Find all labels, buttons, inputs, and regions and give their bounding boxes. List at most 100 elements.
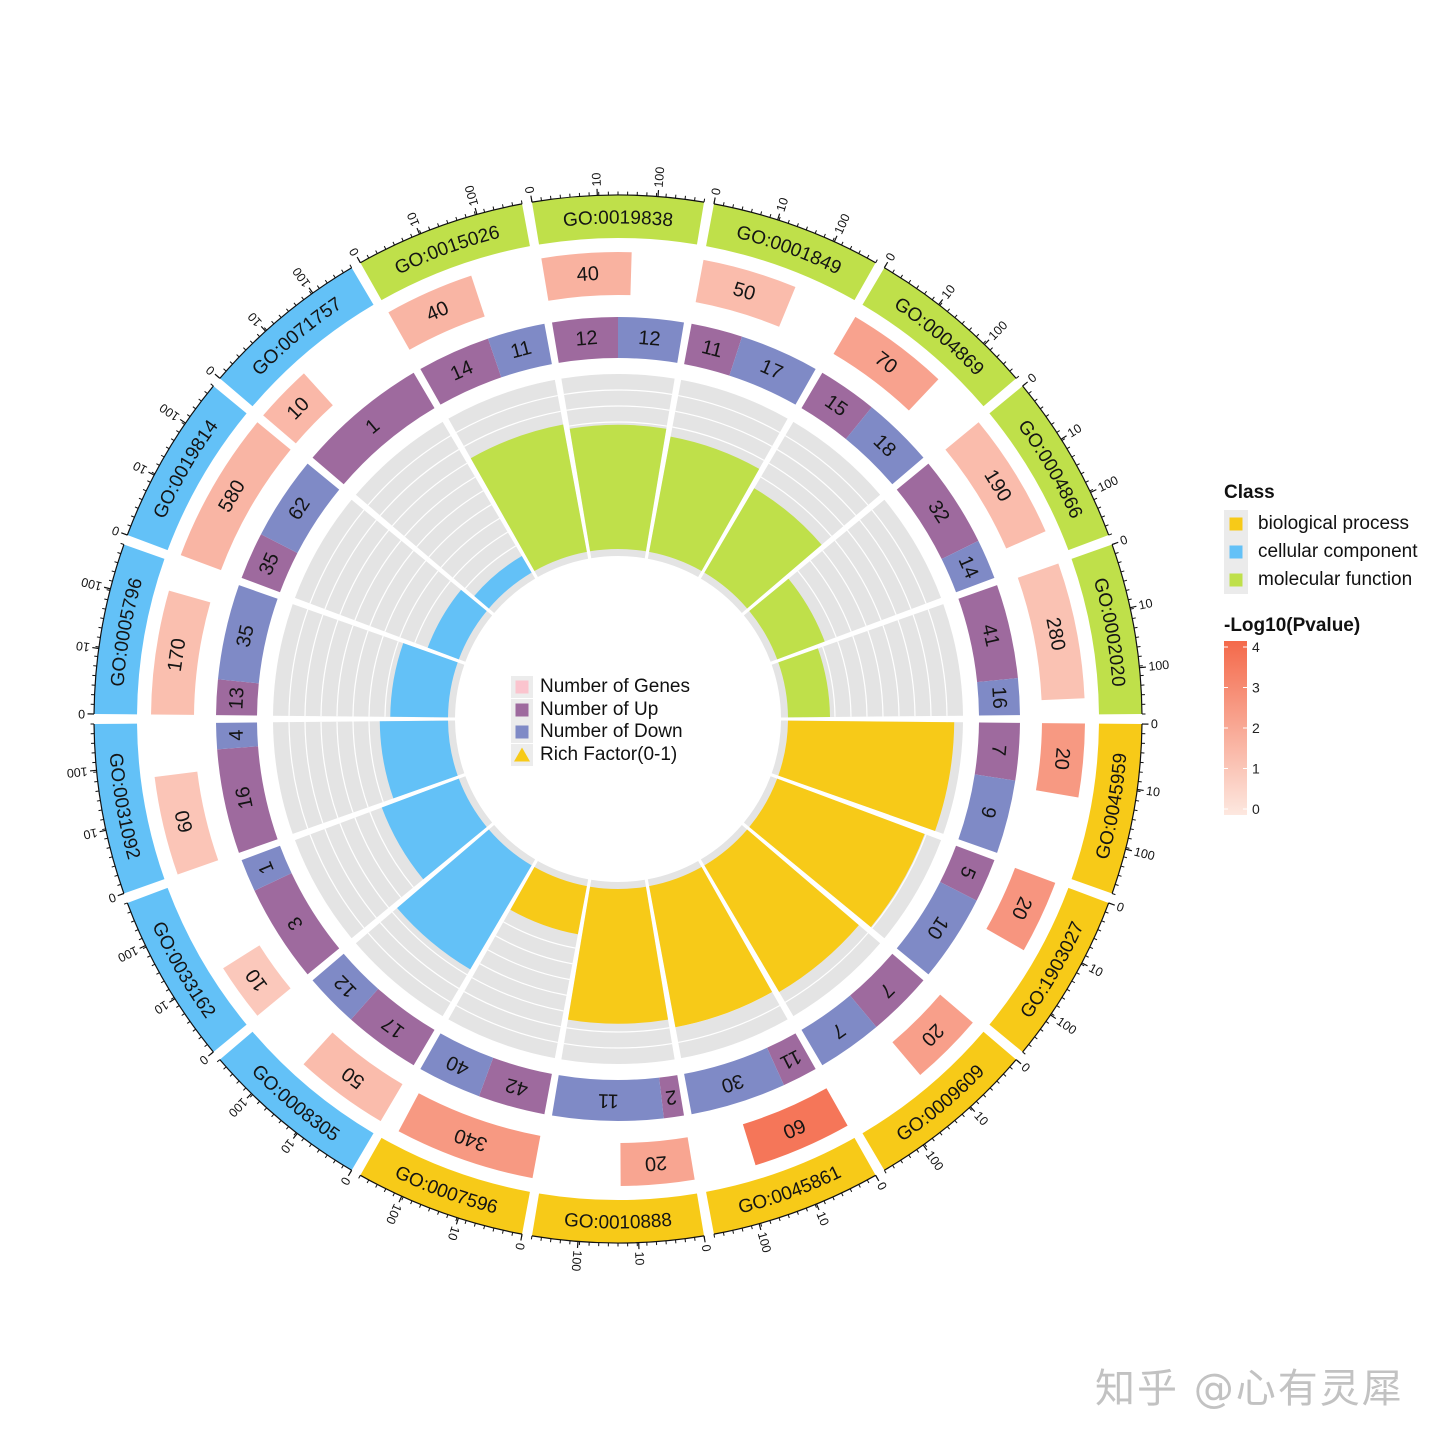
minor-tick	[170, 438, 175, 441]
major-tick	[99, 829, 107, 833]
rich-factor-bar	[569, 424, 667, 552]
minor-tick	[111, 865, 116, 868]
class-legend: Class biological process cellular compon…	[1224, 480, 1417, 594]
axis-tick-label: 10	[152, 998, 171, 1017]
minor-tick	[210, 383, 214, 387]
minor-tick	[392, 1192, 395, 1197]
minor-tick	[1080, 963, 1085, 967]
minor-tick	[1105, 524, 1109, 527]
down-count-label: 4	[226, 729, 248, 741]
major-tick	[398, 1196, 403, 1203]
major-tick	[1139, 666, 1147, 669]
axis-line	[219, 1059, 352, 1171]
major-tick	[308, 287, 314, 294]
grid-line	[379, 922, 460, 990]
up-count-segment	[217, 746, 278, 853]
axis-tick-label: 10	[75, 638, 91, 654]
grid-line	[320, 721, 339, 819]
minor-tick	[1133, 626, 1138, 629]
grid-line	[367, 435, 452, 506]
minor-tick	[511, 202, 514, 206]
grid-line	[882, 625, 900, 717]
grid-line	[897, 619, 916, 717]
major-tick	[103, 586, 111, 590]
axis-tick-label: 100	[569, 1250, 585, 1272]
up-count-segment	[420, 338, 502, 405]
axis-tick-label: 0	[512, 1242, 527, 1251]
gene-count-label: 20	[644, 1151, 668, 1175]
minor-tick	[892, 1165, 895, 1169]
minor-tick	[916, 285, 920, 289]
go-term-band	[360, 203, 530, 301]
minor-tick	[419, 230, 422, 234]
grid-line	[867, 630, 884, 717]
grid-line	[871, 834, 927, 929]
rich-factor-bar	[390, 643, 458, 718]
minor-tick	[366, 254, 370, 259]
minor-tick	[858, 250, 861, 254]
grid-line	[678, 394, 781, 434]
axis-tick-label: 0	[709, 187, 724, 196]
major-tick	[260, 325, 267, 332]
minor-tick	[181, 422, 185, 425]
minor-tick	[1130, 607, 1134, 610]
minor-tick	[1133, 809, 1138, 812]
legend-label: Number of Genes	[540, 676, 690, 698]
minor-tick	[805, 226, 808, 231]
minor-tick	[324, 1154, 328, 1159]
axis-tick-label: 0	[1151, 717, 1158, 731]
up-count-segment	[216, 679, 259, 716]
minor-tick	[732, 1230, 735, 1234]
minor-tick	[976, 1100, 980, 1105]
axis-tick-label: 0	[1115, 900, 1126, 916]
minor-tick	[104, 837, 108, 840]
minor-tick	[796, 223, 799, 227]
up-count-segment	[659, 1075, 684, 1119]
minor-tick	[341, 269, 344, 273]
major-tick	[117, 892, 125, 897]
gene-count-box	[1035, 723, 1085, 798]
down-count-segment	[261, 463, 340, 554]
axis-tick-label: 100	[832, 212, 853, 237]
minor-tick	[1093, 497, 1098, 501]
minor-tick	[1003, 1073, 1007, 1077]
major-tick	[1108, 902, 1115, 906]
go-term-band	[989, 887, 1109, 1052]
pvalue-legend-title: -Log10(Pvalue)	[1224, 615, 1361, 636]
go-term-band	[94, 723, 165, 894]
go-term-label-path: GO:0010888	[563, 1210, 673, 1234]
minor-tick	[437, 223, 440, 227]
minor-tick	[996, 1080, 1000, 1084]
grid-line	[837, 641, 852, 717]
minor-tick	[106, 847, 111, 849]
minor-tick	[375, 1184, 378, 1188]
axis-line	[126, 902, 214, 1053]
minor-tick	[130, 920, 135, 923]
grid-line	[912, 614, 932, 717]
minor-tick	[924, 290, 927, 295]
minor-tick	[1045, 414, 1050, 417]
minor-tick	[271, 320, 275, 325]
up-count-segment	[552, 317, 618, 363]
major-tick	[1081, 962, 1088, 967]
axis-tick-label: 100	[755, 1230, 774, 1254]
grid-line	[463, 410, 561, 447]
axis-tick-label: 0	[1025, 370, 1039, 385]
minor-tick	[832, 1196, 835, 1201]
gene-count-box	[1017, 563, 1085, 701]
axis-line	[360, 203, 523, 264]
major-tick	[207, 1051, 214, 1057]
minor-tick	[1123, 856, 1128, 859]
gene-count-box	[945, 422, 1046, 549]
go-term-label-path: GO:0019838	[562, 207, 674, 231]
minor-tick	[138, 937, 143, 941]
minor-tick	[501, 204, 504, 208]
minor-tick	[1101, 515, 1106, 518]
minor-tick	[134, 506, 139, 509]
minor-tick	[117, 552, 121, 555]
square-key-icon	[511, 676, 533, 699]
minor-tick	[1097, 929, 1102, 932]
axis-tick-label: 100	[290, 265, 314, 290]
minor-tick	[375, 250, 378, 254]
axis-tick-label: 10	[632, 1251, 647, 1265]
